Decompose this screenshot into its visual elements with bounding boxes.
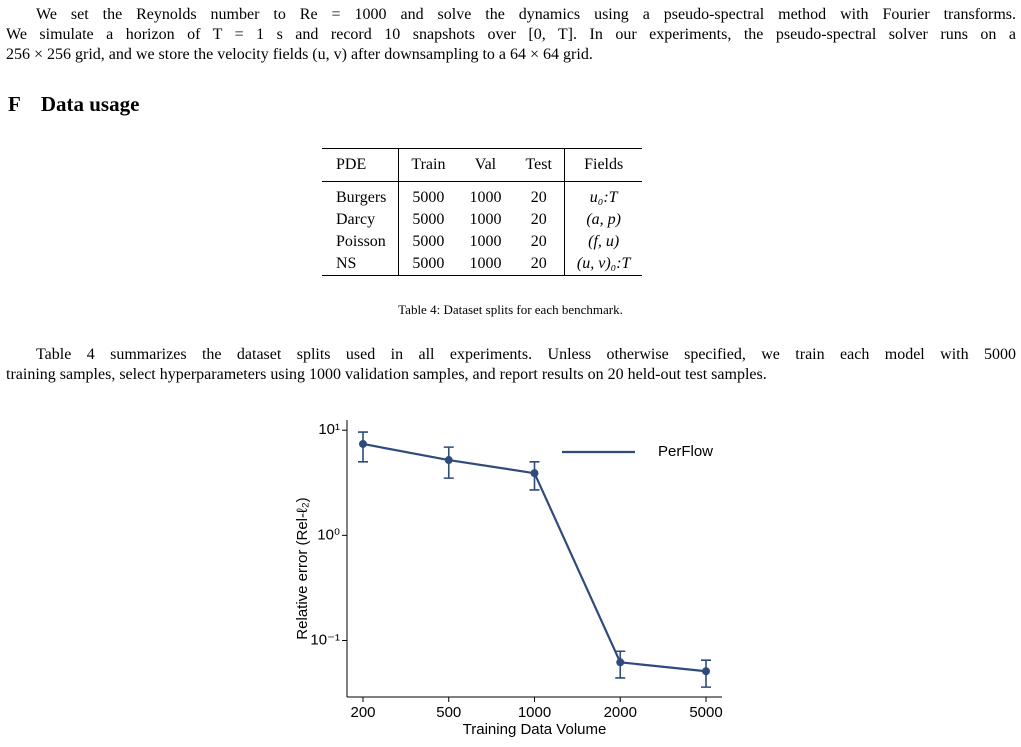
header-cell: PDE	[322, 148, 400, 182]
table-row: Burgers 5000 1000 20 u₀:T	[322, 181, 642, 209]
x-tick-label: 1000	[518, 704, 551, 721]
y-tick-label: 10¹	[318, 421, 340, 438]
section-number: F	[8, 92, 21, 116]
table-cell: 5000	[412, 189, 445, 206]
data-point	[530, 469, 539, 478]
y-tick-label: 10⁰	[317, 526, 340, 543]
table-cell: 1000	[469, 255, 502, 272]
table-cell: 1000	[469, 211, 502, 228]
table-cell: 1000	[469, 189, 502, 206]
text-line: We set the Reynolds number to Re = 1000 …	[36, 6, 1016, 23]
data-point	[702, 667, 710, 676]
table-cell: (f, u)	[588, 233, 620, 250]
table-cell: 5000	[412, 211, 445, 228]
x-tick-label: 200	[350, 704, 375, 721]
x-tick-label: 5000	[689, 704, 722, 721]
data-point	[359, 439, 367, 448]
table-row: Poisson 5000 1000 20 (f, u)	[322, 231, 642, 253]
table-cell: Darcy	[322, 209, 400, 231]
table-cell: u₀:T	[589, 189, 618, 206]
table-cell: (a, p)	[586, 211, 621, 228]
table-cell: NS	[322, 253, 400, 276]
table-cell: 20	[513, 209, 565, 231]
table: PDE Train Val Test Fields Burgers 5000 1000 20 u₀…	[322, 148, 643, 276]
text-line: Table 4 summarizes the dataset splits us…	[36, 346, 1016, 363]
x-tick-label: 2000	[604, 704, 637, 721]
table-caption: Table 4: Dataset splits for each benchma…	[398, 302, 623, 317]
header-row: PDE Train Val Test Fields	[322, 148, 643, 182]
table-cell: 20	[513, 231, 565, 253]
header-cell: Val	[457, 148, 514, 182]
table-cell: 5000	[412, 233, 445, 250]
table-cell: Poisson	[322, 231, 400, 253]
table-cell: 5000	[412, 255, 445, 272]
section-title: Data usage	[40, 92, 140, 116]
table-cell: 20	[513, 253, 565, 276]
chart: 10⁻¹ 10⁰ 10¹ 200 500 1000 2000 5000 Training Dat…	[294, 420, 723, 738]
table-row: NS 5000 1000 20 (u, v)₀:T	[322, 253, 642, 276]
legend-label: PerFlow	[658, 443, 713, 460]
data-point	[616, 658, 625, 667]
table-body: Burgers 5000 1000 20 u₀:T Darcy 5000 1000 20 (a, …	[322, 181, 642, 276]
table-row: Darcy 5000 1000 20 (a, p)	[322, 209, 642, 231]
table-cell: 1000	[469, 233, 502, 250]
section-heading: F Data usage	[8, 92, 159, 117]
x-axis-label: Training Data Volume	[463, 721, 607, 738]
table-cell: Burgers	[322, 181, 400, 209]
table-cell: 20	[513, 181, 565, 209]
data-point	[444, 456, 453, 465]
y-axis-label: Relative error (Rel-ℓ₂)	[294, 497, 311, 639]
table-cell: (u, v)₀:T	[576, 255, 631, 272]
text-line: training samples, select hyperparameters…	[6, 366, 767, 383]
text-line: We simulate a horizon of T = 1 s and rec…	[6, 26, 1016, 43]
header-cell: Train	[398, 148, 458, 182]
y-tick-label: 10⁻¹	[310, 631, 340, 648]
x-tick-label: 500	[436, 704, 461, 721]
text-line: 256 × 256 grid, and we store the velocit…	[6, 46, 593, 63]
header-cell: Test	[513, 148, 565, 182]
header-cell: Fields	[564, 148, 643, 182]
